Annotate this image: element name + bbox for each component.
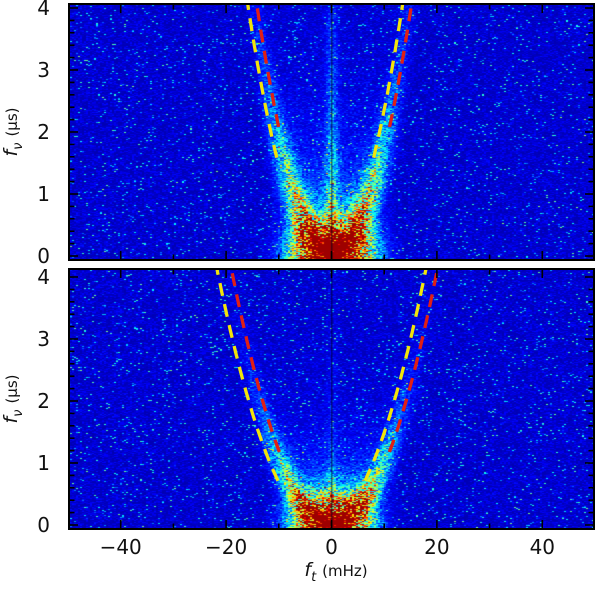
red-arc (229, 268, 440, 460)
y-axis-unit: (μs) (3, 107, 22, 137)
tick-marks (70, 270, 593, 528)
tick-marks (70, 5, 593, 259)
y-tick-label: 3 (37, 58, 50, 82)
y-axis-unit: (μs) (3, 374, 22, 404)
y-axis-title-lower: fν (μs) (0, 374, 26, 423)
x-tick-label: −40 (99, 535, 142, 559)
y-tick-label: 0 (37, 513, 50, 537)
x-axis-subscript: t (311, 569, 317, 585)
y-tick-label: 4 (37, 265, 50, 289)
x-axis-symbol: f (304, 559, 312, 581)
panel-border (68, 3, 595, 261)
x-axis-unit: (mHz) (322, 562, 368, 580)
x-tick-label: −20 (204, 535, 248, 559)
x-tick-label: 20 (424, 535, 450, 559)
red-arc (254, 3, 414, 135)
y-tick-label: 0 (37, 244, 50, 268)
overlay-upper (68, 3, 595, 261)
y-axis-symbol: f (0, 416, 23, 424)
x-tick-label: 40 (529, 535, 556, 559)
y-tick-label: 4 (37, 0, 50, 20)
y-axis-symbol: f (0, 149, 23, 157)
x-axis-title: ft (mHz) (304, 559, 367, 585)
heatmap-upper (68, 3, 595, 261)
y-tick-label: 1 (37, 182, 50, 206)
y-axis-title-upper: fν (μs) (0, 107, 26, 156)
yellow-arc (245, 3, 405, 165)
yellow-arc (215, 268, 428, 483)
y-tick-label: 1 (37, 451, 50, 475)
overlay-lower (68, 268, 595, 530)
heatmap-lower (68, 268, 595, 530)
x-tick-label: 0 (325, 535, 338, 559)
y-axis-subscript: ν (10, 142, 26, 150)
y-tick-label: 3 (37, 327, 50, 351)
y-axis-subscript: ν (10, 409, 26, 417)
panel-border (68, 268, 595, 530)
